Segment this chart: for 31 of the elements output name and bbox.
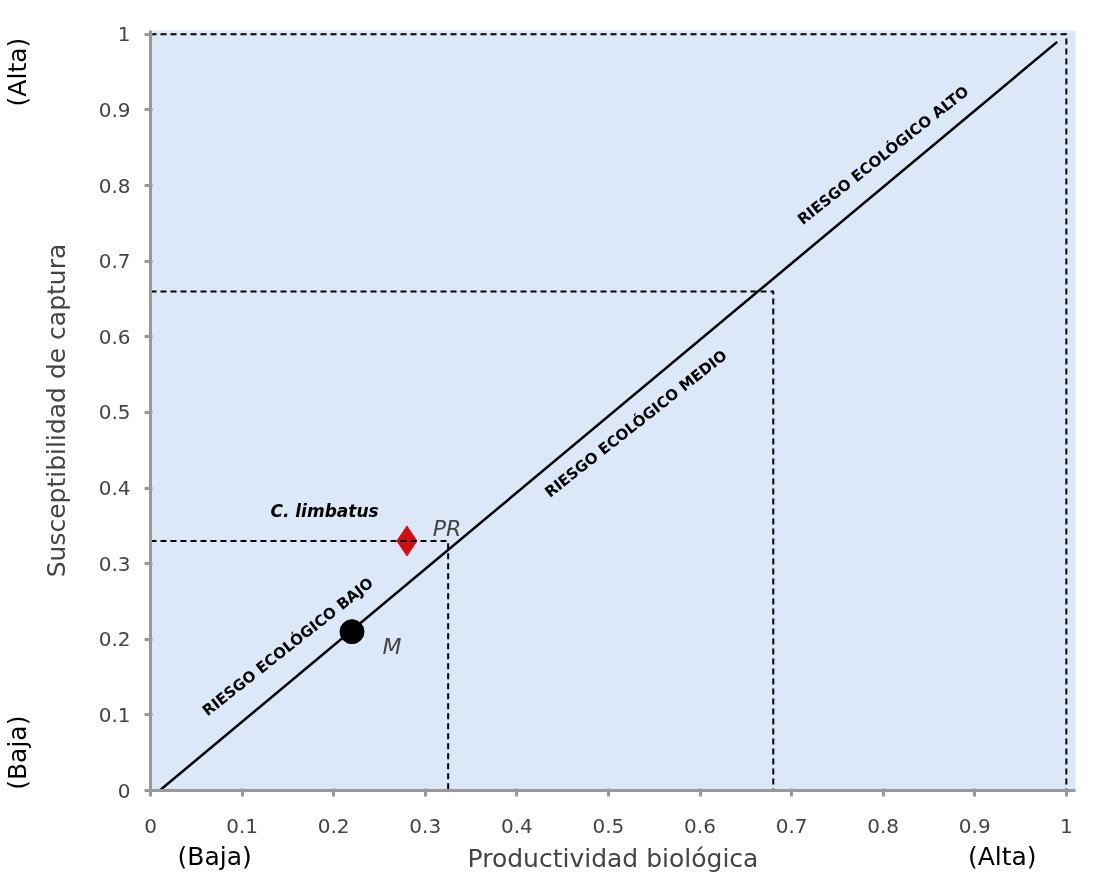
text: (Alta) <box>967 841 1037 871</box>
y-tick-label: 0.4 <box>98 476 131 501</box>
x-tick-label: 0.9 <box>958 813 991 838</box>
x-tick-label: 0.3 <box>409 813 442 838</box>
x-tick-label: 0 <box>144 813 157 838</box>
y-tick-label: 0.3 <box>98 551 131 576</box>
series-label: PR <box>432 516 462 542</box>
annotation: C. limbatus <box>270 500 379 521</box>
text: (Baja) <box>177 841 252 871</box>
x-tick-label: 0.8 <box>867 813 900 838</box>
y-tick-label: 0.5 <box>98 400 131 425</box>
series-label: M <box>382 634 402 660</box>
text: (Alta) <box>3 37 33 107</box>
x-tick-label: 1 <box>1059 813 1073 838</box>
y-axis-title: Susceptibilidad de captura <box>41 243 71 578</box>
y-tick-label: 0.7 <box>98 249 131 274</box>
text: (Baja) <box>3 715 33 790</box>
y-tick-label: 0.6 <box>98 324 131 349</box>
y-tick-label: 0.8 <box>98 173 131 198</box>
y-tick-label: 1 <box>117 22 131 47</box>
x-tick-label: 0.1 <box>226 813 258 838</box>
x-tick-label: 0.6 <box>684 813 716 838</box>
y-tick-label: 0.9 <box>98 97 131 122</box>
x-tick-label: 0.5 <box>592 813 625 838</box>
y-tick-label: 0 <box>117 778 131 803</box>
x-axis-title: Productividad biológica <box>467 843 759 873</box>
x-tick-label: 0.4 <box>500 813 533 838</box>
x-tick-label: 0.2 <box>317 813 350 838</box>
y-tick-label: 0.1 <box>98 702 131 727</box>
y-tick-label: 0.2 <box>98 627 131 652</box>
x-tick-label: 0.7 <box>775 813 808 838</box>
